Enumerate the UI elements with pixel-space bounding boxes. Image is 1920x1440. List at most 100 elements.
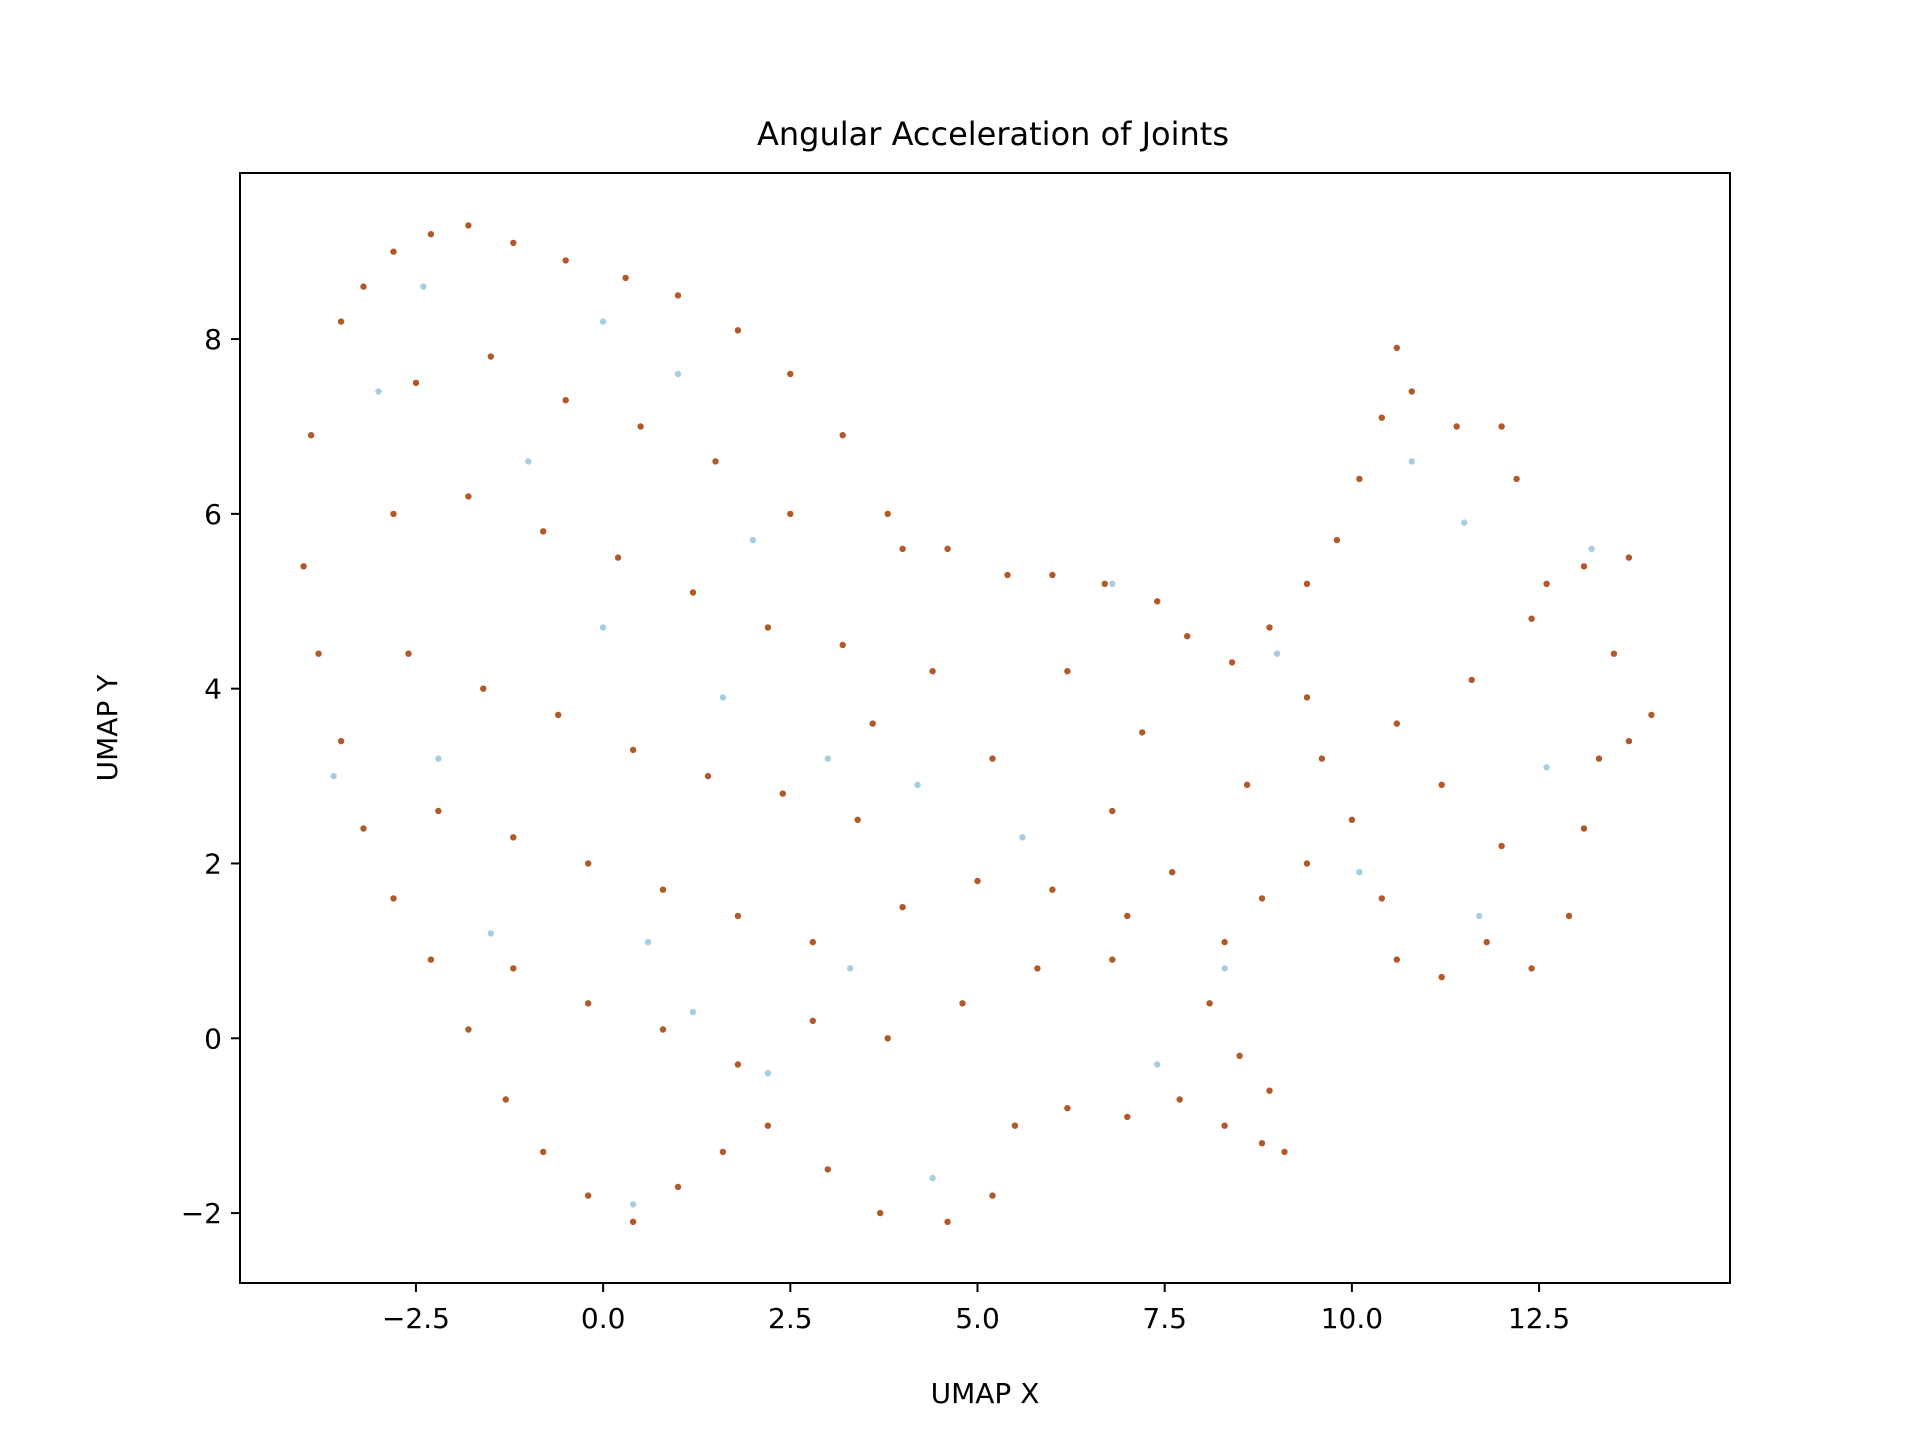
scatter-point [1034, 965, 1041, 972]
x-tick-label: 7.5 [1142, 1302, 1187, 1335]
scatter-point [1356, 475, 1363, 483]
scatter-point [1266, 624, 1273, 631]
y-tick-label: −2 [181, 1197, 222, 1230]
scatter-point [1266, 1087, 1273, 1094]
scatter-point [824, 1166, 831, 1173]
scatter-point [427, 231, 435, 238]
scatter-point [1184, 633, 1191, 640]
scatter-point [929, 668, 936, 675]
scatter-point [1101, 580, 1109, 587]
scatter-point [959, 1000, 966, 1007]
scatter-point [307, 432, 315, 439]
scatter-point [1303, 580, 1311, 587]
scatter-point [944, 545, 951, 552]
scatter-point [629, 746, 637, 754]
scatter-point [1580, 825, 1588, 832]
scatter-point [1206, 1000, 1213, 1007]
scatter-point [390, 510, 397, 518]
scatter-point [689, 1008, 697, 1016]
scatter-point [435, 807, 442, 815]
scatter-point [1438, 973, 1445, 981]
x-tick-label: 10.0 [1321, 1302, 1383, 1335]
scatter-point [1236, 1052, 1243, 1060]
scatter-point [839, 432, 846, 439]
scatter-point [465, 1026, 472, 1033]
x-axis-label: UMAP X [931, 1377, 1040, 1410]
scatter-point [674, 292, 682, 299]
scatter-point [674, 1183, 682, 1191]
scatter-point [719, 694, 727, 701]
scatter-point [1064, 1105, 1071, 1112]
scatter-point [435, 755, 442, 762]
scatter-point [704, 772, 712, 780]
y-tick-label: 2 [204, 847, 222, 880]
scatter-point [1438, 781, 1445, 788]
scatter-point [1625, 554, 1633, 561]
scatter-point [337, 318, 345, 325]
scatter-point [1461, 519, 1468, 526]
scatter-point [614, 554, 622, 561]
scatter-point [764, 1070, 772, 1077]
scatter-point [899, 545, 906, 552]
scatter-point [375, 388, 382, 395]
scatter-point [1476, 912, 1483, 920]
scatter-point [540, 1148, 547, 1156]
scatter-point [877, 1209, 884, 1217]
scatter-point [599, 624, 607, 631]
scatter-point [330, 772, 337, 780]
scatter-point [1393, 720, 1401, 727]
axes-frame [239, 172, 1731, 1284]
chart-title: Angular Acceleration of Joints [757, 115, 1229, 153]
scatter-point [1453, 423, 1460, 430]
scatter-point [405, 650, 412, 657]
scatter-point [989, 1192, 996, 1199]
scatter-point [1109, 580, 1116, 587]
scatter-point [427, 956, 435, 963]
scatter-point [1124, 912, 1131, 920]
scatter-point [1498, 423, 1505, 430]
scatter-point [1408, 388, 1416, 395]
scatter-point [689, 589, 697, 596]
scatter-point [1303, 860, 1311, 867]
scatter-point [884, 510, 891, 518]
scatter-point [1273, 650, 1281, 657]
scatter-point [1625, 737, 1633, 745]
scatter-point [1333, 536, 1341, 544]
scatter-point [644, 938, 652, 946]
scatter-point [1565, 912, 1573, 920]
scatter-point [637, 423, 644, 430]
scatter-point [1378, 414, 1386, 421]
x-tick-label: −2.5 [382, 1302, 450, 1335]
scatter-point [1595, 755, 1603, 762]
scatter-point [1356, 869, 1363, 876]
scatter-point [1543, 764, 1550, 771]
scatter-point [809, 1017, 816, 1024]
scatter-point [1243, 781, 1251, 788]
scatter-point [1393, 344, 1401, 351]
scatter-point [562, 257, 569, 264]
scatter-point [315, 650, 322, 657]
scatter-point [989, 755, 996, 762]
scatter-point [1281, 1148, 1288, 1156]
scatter-point [1408, 458, 1416, 465]
scatter-point [300, 563, 307, 570]
scatter-point [510, 239, 517, 247]
y-tick-label: 4 [204, 673, 222, 706]
scatter-point [1543, 580, 1550, 587]
y-tick-label: 6 [204, 498, 222, 531]
scatter-point [1483, 938, 1490, 946]
scatter-point [510, 834, 517, 841]
scatter-point [487, 930, 494, 937]
scatter-point [622, 274, 629, 282]
scatter-point [824, 755, 831, 762]
scatter-point [787, 510, 794, 518]
y-tick-label: 0 [204, 1022, 222, 1055]
scatter-point [1393, 956, 1401, 963]
scatter-point [629, 1218, 637, 1226]
scatter-point [734, 1061, 742, 1068]
scatter-point [1580, 563, 1588, 570]
scatter-point [1588, 545, 1595, 552]
x-tick-label: 12.5 [1508, 1302, 1570, 1335]
